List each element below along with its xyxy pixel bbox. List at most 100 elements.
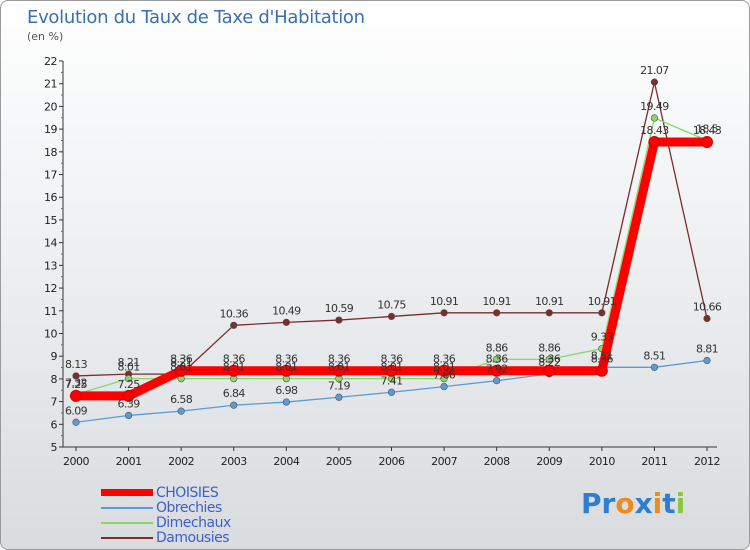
logo-letter: i: [675, 487, 686, 520]
x-tick-label: 2000: [63, 455, 89, 468]
data-point-dimechaux: [545, 355, 553, 363]
logo-letter: P: [581, 487, 602, 520]
data-label-obrechies: 7.92: [486, 363, 508, 376]
legend-label: Damousies: [156, 529, 230, 546]
logo-letter: i: [652, 487, 663, 520]
x-tick-label: 2009: [536, 455, 562, 468]
data-point-damousies: [703, 314, 711, 323]
data-point-dimechaux: [493, 355, 501, 363]
data-label-damousies: 8.21: [170, 356, 192, 369]
data-label-choisies: 7.25: [118, 378, 141, 391]
data-label-choisies: 8.36: [223, 353, 246, 366]
x-tick-label: 2011: [641, 455, 667, 468]
chart-legend: CHOISIES Obrechies Dimechaux Damousies: [101, 484, 231, 546]
data-label-choisies: 8.36: [486, 353, 509, 366]
legend-swatch: [101, 506, 153, 509]
logo-letter: r: [601, 487, 616, 520]
data-point-obrechies: [72, 418, 80, 426]
data-point-dimechaux: [650, 114, 659, 122]
x-tick-label: 2005: [326, 455, 352, 468]
y-tick-label: 20: [44, 100, 57, 113]
data-point-choisies: [280, 364, 293, 377]
data-point-damousies: [230, 321, 238, 329]
y-tick-label: 22: [44, 55, 57, 68]
data-label-obrechies: 7.66: [433, 369, 456, 382]
data-label-damousies: 8.13: [65, 358, 88, 371]
data-label-dimechaux: 19.49: [640, 100, 669, 113]
y-tick-label: 11: [44, 305, 57, 318]
data-label-damousies: 10.91: [430, 295, 459, 308]
data-point-choisies: [701, 136, 713, 149]
x-tick-label: 2007: [431, 455, 457, 468]
y-tick-label: 16: [44, 191, 57, 204]
x-tick-label: 2012: [694, 455, 720, 468]
data-label-obrechies: 6.98: [275, 384, 298, 397]
data-point-damousies: [72, 372, 80, 380]
y-tick-label: 12: [44, 282, 57, 295]
y-tick-label: 14: [44, 237, 57, 250]
x-tick-label: 2003: [221, 455, 247, 468]
y-tick-label: 10: [44, 327, 57, 340]
data-label-dimechaux: 8.01: [170, 361, 192, 374]
data-point-choisies: [648, 136, 661, 149]
data-label-damousies: 10.91: [535, 295, 564, 308]
y-tick-label: 18: [44, 146, 57, 159]
data-point-obrechies: [335, 393, 343, 401]
data-label-obrechies: 7.41: [380, 374, 402, 387]
y-tick-label: 8: [51, 373, 58, 386]
data-point-choisies: [70, 389, 82, 402]
data-point-choisies: [175, 364, 188, 377]
data-point-obrechies: [282, 398, 290, 406]
legend-swatch: [101, 521, 153, 524]
data-label-damousies: 10.91: [588, 295, 617, 308]
data-point-choisies: [595, 364, 608, 377]
y-tick-label: 13: [44, 259, 57, 272]
y-tick-label: 7: [51, 396, 58, 409]
y-tick-label: 9: [51, 350, 58, 363]
data-label-damousies: 10.49: [272, 304, 301, 317]
data-point-damousies: [282, 318, 290, 326]
data-point-choisies: [227, 364, 240, 377]
data-label-obrechies: 6.84: [223, 387, 246, 400]
y-tick-label: 5: [51, 441, 58, 454]
data-label-damousies: 10.66: [693, 300, 722, 313]
logo-letter: t: [662, 487, 676, 520]
y-tick-label: 21: [44, 78, 57, 91]
data-label-damousies: 8.21: [118, 356, 140, 369]
chart-unit-label: (en %): [27, 30, 64, 43]
x-tick-label: 2002: [168, 455, 194, 468]
data-point-obrechies: [387, 388, 396, 396]
legend-item-obrechies: Obrechies: [101, 500, 231, 516]
data-label-obrechies: 8.51: [643, 349, 665, 362]
data-point-obrechies: [650, 363, 659, 371]
legend-item-choisies: CHOISIES: [101, 484, 231, 501]
data-label-dimechaux: 8.01: [433, 361, 455, 374]
data-label-dimechaux: 8.01: [118, 361, 140, 374]
y-tick-label: 17: [44, 169, 57, 182]
y-tick-label: 15: [44, 214, 57, 227]
data-point-choisies: [385, 364, 398, 377]
data-label-dimechaux: 9.33: [591, 331, 614, 344]
data-point-choisies: [438, 364, 451, 377]
data-label-choisies: 18.43: [693, 124, 722, 137]
data-point-damousies: [387, 312, 396, 321]
x-tick-label: 2004: [273, 455, 299, 468]
data-label-obrechies: 8.51: [591, 349, 613, 362]
legend-swatch: [101, 536, 153, 539]
data-point-damousies: [335, 316, 343, 324]
data-point-obrechies: [124, 411, 133, 420]
data-label-obrechies: 6.39: [118, 397, 141, 410]
data-label-choisies: 8.36: [275, 353, 298, 366]
data-label-dimechaux: 7.32: [65, 376, 87, 389]
x-tick-label: 2006: [379, 455, 405, 468]
data-label-choisies: 8.36: [591, 353, 614, 366]
data-point-damousies: [598, 309, 606, 317]
data-label-dimechaux: 8.86: [486, 341, 509, 354]
data-point-dimechaux: [124, 375, 133, 383]
legend-label: CHOISIES: [156, 484, 219, 501]
proxiti-logo: Proxiti: [581, 487, 685, 520]
data-label-obrechies: 6.09: [65, 404, 88, 417]
data-label-choisies: 8.36: [170, 353, 193, 366]
data-label-choisies: 18.43: [640, 124, 669, 137]
